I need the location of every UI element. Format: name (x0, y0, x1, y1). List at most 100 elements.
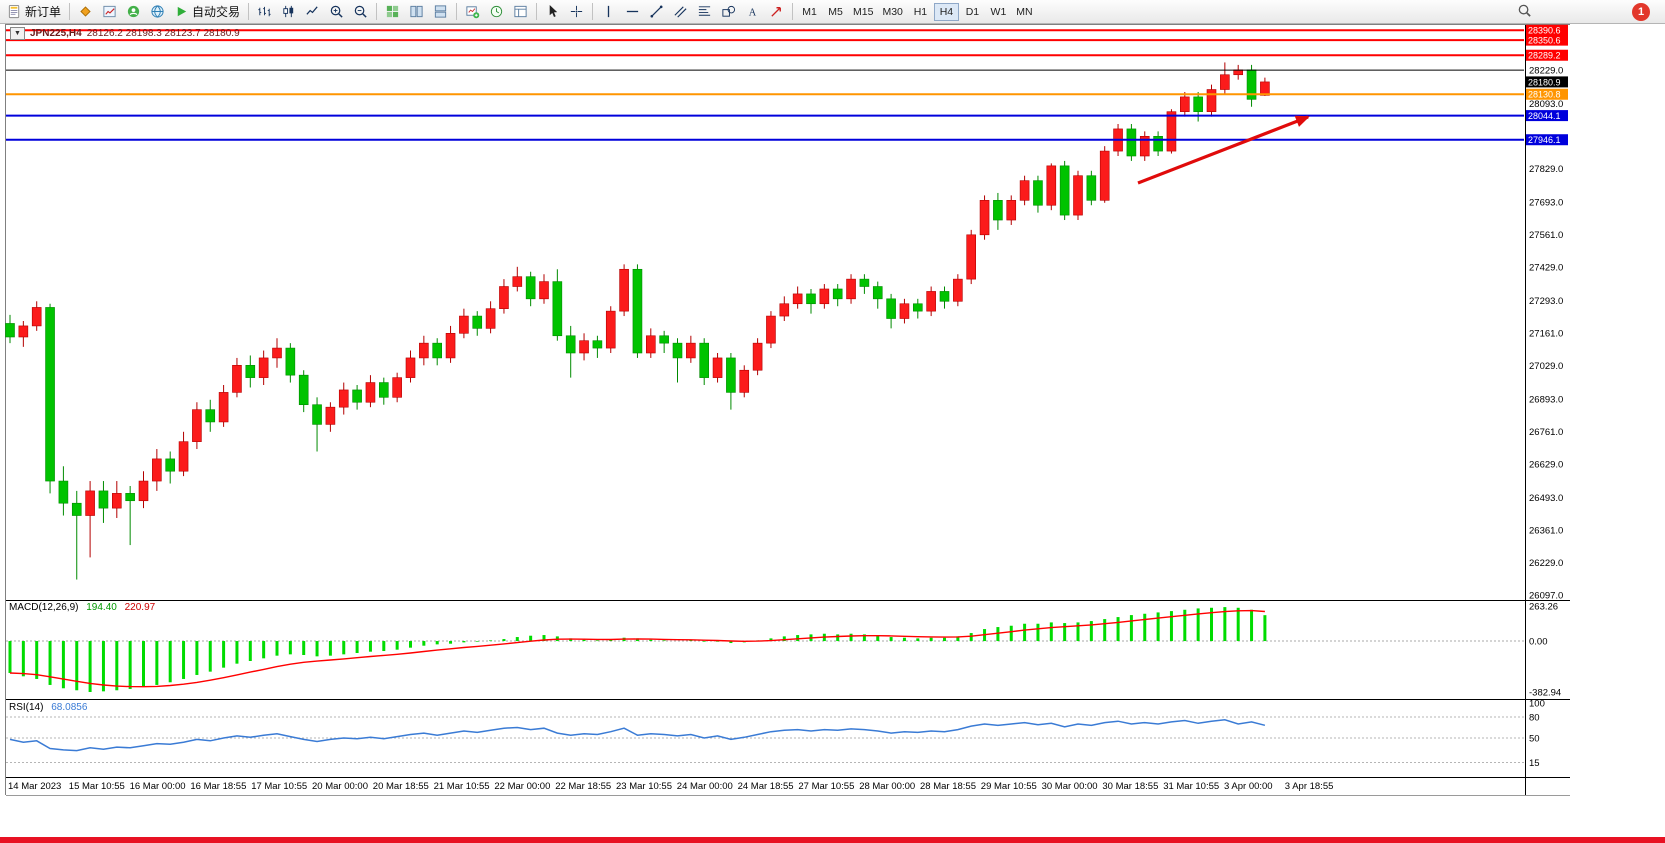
trendline-icon (649, 4, 664, 19)
chart-ohlc-values: 28126.2 28198.3 28123.7 28180.9 (86, 28, 240, 39)
level-line[interactable]: 28130.8 (6, 88, 1568, 100)
price-level-badge-label: 28350.6 (1528, 36, 1561, 46)
collapse-panel-button[interactable]: ▼ (10, 27, 25, 40)
rsi-value: 68.0856 (51, 702, 88, 713)
bars-icon (257, 4, 272, 19)
vertical-line-button[interactable] (597, 2, 620, 22)
crosshair-button[interactable] (565, 2, 588, 22)
market-button[interactable] (74, 2, 97, 22)
template-button[interactable] (509, 2, 532, 22)
time-axis-label: 22 Mar 00:00 (494, 781, 550, 792)
macd-axis-label: -382.94 (1529, 687, 1561, 698)
time-axis-label: 16 Mar 00:00 (130, 781, 186, 792)
time-axis-label: 28 Mar 18:55 (920, 781, 976, 792)
tile-v-icon (409, 4, 424, 19)
timeframe-mn-button[interactable]: MN (1012, 3, 1037, 21)
time-axis-label: 24 Mar 00:00 (677, 781, 733, 792)
autotrading-button[interactable]: 自动交易 (170, 2, 244, 22)
chart-window-button[interactable] (98, 2, 121, 22)
channel-icon (673, 4, 688, 19)
zoom-in-button[interactable] (325, 2, 348, 22)
time-axis-label: 3 Apr 00:00 (1224, 781, 1273, 792)
price-level-badge-label: 28044.1 (1528, 111, 1561, 121)
hline-icon (625, 4, 640, 19)
toolbar: 新订单 自动交易 A M1 M5 M15 M30 H1 H4 D1 W1 MN 1 (0, 0, 1665, 24)
level-line[interactable]: 28390.6 (6, 24, 1568, 36)
level-line[interactable]: 27946.1 (6, 134, 1568, 146)
shapes-button[interactable] (717, 2, 740, 22)
rsi-axis-label: 15 (1529, 758, 1540, 769)
trendline-button[interactable] (645, 2, 668, 22)
toolbar-separator (248, 3, 250, 20)
webtrader-button[interactable] (146, 2, 169, 22)
candles-icon (281, 4, 296, 19)
charts-icon (102, 4, 117, 19)
new-order-button-label: 新订单 (25, 5, 62, 19)
rsi-indicator-header: RSI(14) 68.0856 (9, 702, 87, 713)
timeframe-d1-button[interactable]: D1 (960, 3, 985, 21)
period-button[interactable] (485, 2, 508, 22)
timeframe-m15-button[interactable]: M15 (849, 3, 877, 21)
price-axis-label: 27029.0 (1529, 361, 1563, 372)
trend-arrow-annotation[interactable] (1137, 115, 1310, 185)
timeframe-m30-button[interactable]: M30 (878, 3, 906, 21)
candlestick-chart-button[interactable] (277, 2, 300, 22)
cursor-button[interactable] (541, 2, 564, 22)
price-level-badge-label: 28289.2 (1528, 51, 1561, 61)
search-button[interactable] (1514, 3, 1534, 21)
horizontal-line-button[interactable] (621, 2, 644, 22)
price-level-badge-label: 27946.1 (1528, 135, 1561, 145)
time-axis-label: 22 Mar 18:55 (555, 781, 611, 792)
timeframe-m1-button[interactable]: M1 (797, 3, 822, 21)
fibonacci-button[interactable] (693, 2, 716, 22)
time-axis-label: 30 Mar 00:00 (1042, 781, 1098, 792)
community-button[interactable] (122, 2, 145, 22)
toolbar-items: 新订单 自动交易 A M1 M5 M15 M30 H1 H4 D1 W1 MN (0, 0, 1665, 23)
level-line[interactable]: 28044.1 (6, 110, 1568, 122)
new-chart-button[interactable] (461, 2, 484, 22)
time-axis-label: 16 Mar 18:55 (190, 781, 246, 792)
timeframe-h1-button[interactable]: H1 (908, 3, 933, 21)
new-order-button[interactable]: 新订单 (3, 2, 65, 22)
tile-windows-button[interactable] (381, 2, 404, 22)
macd-histogram (8, 607, 1267, 693)
rsi-axis-label: 100 (1529, 698, 1545, 709)
arrange-vertical-button[interactable] (405, 2, 428, 22)
text-icon: A (745, 4, 760, 19)
notification-badge[interactable]: 1 (1632, 3, 1650, 21)
time-axis-label: 3 Apr 18:55 (1285, 781, 1334, 792)
linechart-icon (305, 4, 320, 19)
zoom-out-button[interactable] (349, 2, 372, 22)
time-axis-label: 23 Mar 10:55 (616, 781, 672, 792)
new-order-icon (7, 4, 22, 19)
market-icon (78, 4, 93, 19)
time-axis-label: 20 Mar 00:00 (312, 781, 368, 792)
timeframe-h4-button[interactable]: H4 (933, 2, 959, 21)
arrow-tools-button[interactable] (765, 2, 788, 22)
line-chart-button[interactable] (301, 2, 324, 22)
bid-price-badge: 28180.9 (1526, 76, 1568, 88)
time-axis-label: 27 Mar 10:55 (798, 781, 854, 792)
macd-axis-label: 263.26 (1529, 601, 1558, 612)
level-line[interactable]: 28289.2 (6, 49, 1568, 61)
macd-signal-line (9, 609, 1265, 688)
zoom-in-icon (329, 4, 344, 19)
macd-signal-value: 220.97 (124, 602, 156, 613)
time-axis-label: 15 Mar 10:55 (69, 781, 125, 792)
bar-chart-button[interactable] (253, 2, 276, 22)
level-line[interactable]: 28350.6 (6, 34, 1568, 46)
zoom-out-icon (353, 4, 368, 19)
price-axis-label: 27161.0 (1529, 328, 1563, 339)
timeframe-w1-button[interactable]: W1 (986, 3, 1011, 21)
price-axis-label: 26361.0 (1529, 525, 1563, 536)
text-button[interactable]: A (741, 2, 764, 22)
channel-button[interactable] (669, 2, 692, 22)
new-chart-icon (465, 4, 480, 19)
timeframe-m5-button[interactable]: M5 (823, 3, 848, 21)
community-icon (126, 4, 141, 19)
price-axis: 28229.0 28093.0 27829.0 27693.0 27561.0 27429… (1529, 65, 1563, 601)
arrange-horizontal-button[interactable] (429, 2, 452, 22)
autotrading-button-label: 自动交易 (192, 5, 241, 19)
